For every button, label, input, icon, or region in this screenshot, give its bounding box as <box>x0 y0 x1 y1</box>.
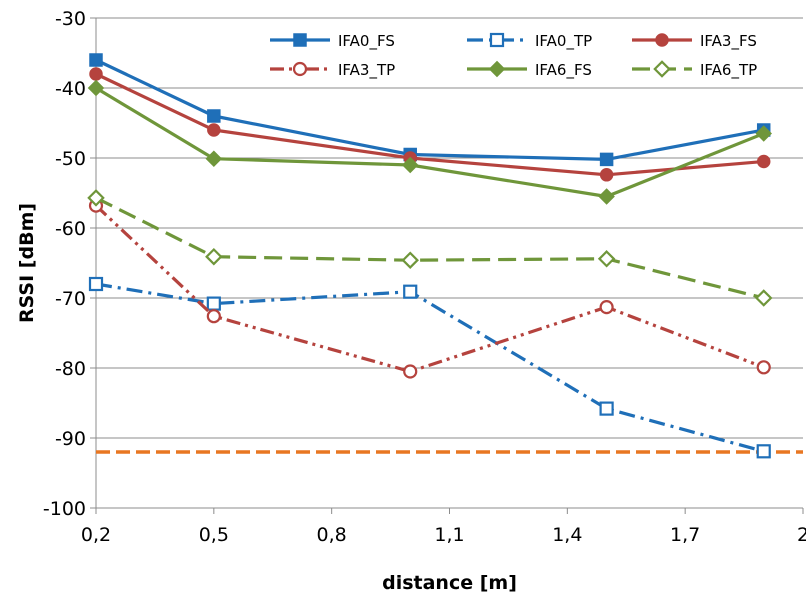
legend-label: IFA6_FS <box>535 61 592 80</box>
y-axis-ticks: -30 -40 -50 -60 -70 -80 -90 -100 <box>43 8 96 520</box>
y-tick-label: -80 <box>55 358 86 380</box>
y-axis-title: RSSI [dBm] <box>16 203 38 323</box>
series-line <box>95 86 765 199</box>
data-point <box>87 79 105 97</box>
data-point <box>205 150 223 167</box>
data-point <box>87 189 105 207</box>
data-point <box>205 247 223 266</box>
data-point <box>206 309 221 324</box>
series-line <box>95 72 764 177</box>
data-point <box>599 152 614 167</box>
data-point <box>756 360 771 375</box>
series-IFA3_FS <box>89 67 771 182</box>
x-axis-title: distance [m] <box>382 572 517 594</box>
axes <box>95 18 803 509</box>
legend-item: IFA6_FS <box>467 60 592 80</box>
data-point <box>89 67 103 81</box>
legend-label: IFA3_FS <box>700 32 757 51</box>
data-point <box>597 250 616 268</box>
y-tick-label: -40 <box>55 78 86 100</box>
y-tick-label: -100 <box>43 498 86 520</box>
data-point <box>599 168 614 182</box>
legend-swatch-marker <box>488 60 506 78</box>
series-IFA6_FS <box>87 79 772 205</box>
y-tick-label: -90 <box>55 428 86 450</box>
data-point <box>207 123 221 137</box>
x-tick-label: 0,2 <box>81 524 111 546</box>
data-point <box>207 109 221 123</box>
legend-label: IFA0_TP <box>535 32 592 51</box>
x-tick-label: 0,8 <box>317 524 347 546</box>
data-point <box>401 156 419 174</box>
data-point <box>756 444 771 459</box>
legend-item: IFA0_FS <box>270 32 395 51</box>
y-tick-label: -70 <box>55 288 86 310</box>
x-tick-label: 1,7 <box>670 524 700 546</box>
legend-item: IFA3_FS <box>632 32 757 51</box>
legend-swatch-marker <box>489 32 505 48</box>
y-tick-label: -30 <box>55 8 86 30</box>
legend-item: IFA3_TP <box>270 61 395 80</box>
legend-label: IFA0_FS <box>338 32 395 51</box>
legend-label: IFA6_TP <box>700 61 757 80</box>
data-point <box>756 154 771 169</box>
series-line <box>94 204 765 374</box>
y-tick-label: -60 <box>55 218 86 240</box>
grid-lines <box>96 17 803 509</box>
x-tick-label: 0,5 <box>199 524 229 546</box>
data-point <box>89 53 103 67</box>
legend-item: IFA0_TP <box>467 32 592 51</box>
x-tick-label: 1,1 <box>434 524 464 546</box>
series-line <box>95 196 765 300</box>
data-series <box>87 53 773 459</box>
legend-swatch-marker <box>653 60 671 78</box>
data-point <box>88 276 104 292</box>
legend-label: IFA3_TP <box>338 61 395 80</box>
legend-swatch-marker <box>655 33 669 47</box>
legend: IFA0_FS IFA0_TP IFA3_FS IFA3_TP IFA6_FS IFA6_… <box>270 32 757 80</box>
series-IFA3_TP <box>88 198 771 379</box>
x-tick-label: 2 <box>797 524 806 546</box>
y-tick-label: -50 <box>55 148 86 170</box>
data-point <box>403 284 418 299</box>
data-point <box>206 296 221 311</box>
series-IFA6_TP <box>87 189 773 307</box>
data-point <box>403 364 418 379</box>
data-point <box>599 300 614 315</box>
data-point <box>754 289 773 307</box>
series-IFA0_TP <box>88 276 771 459</box>
legend-item: IFA6_TP <box>632 60 757 80</box>
x-tick-label: 1,4 <box>552 524 582 546</box>
data-point <box>599 401 614 416</box>
data-point <box>755 125 772 142</box>
legend-swatch-marker <box>293 33 307 47</box>
legend-swatch-marker <box>292 61 308 77</box>
data-point <box>401 251 419 269</box>
x-axis-ticks: 0,2 0,5 0,8 1,1 1,4 1,7 2 <box>81 508 806 546</box>
data-point <box>598 188 615 205</box>
